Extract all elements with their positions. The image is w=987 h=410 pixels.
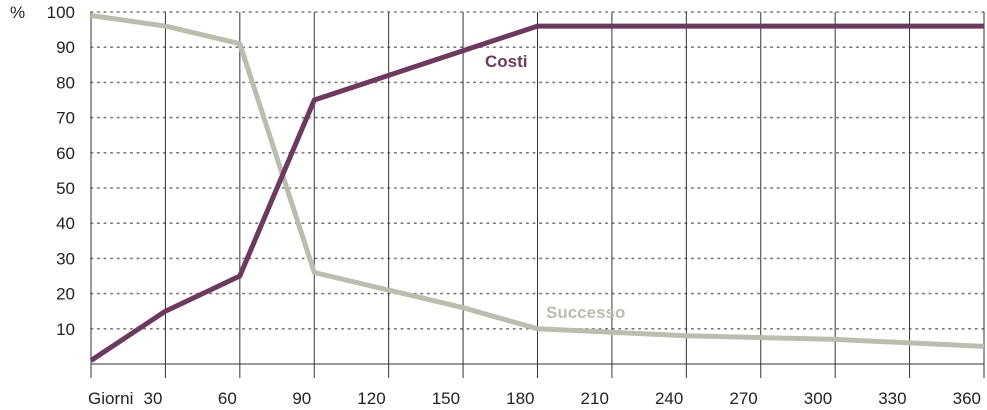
series-line-successo <box>90 13 985 349</box>
x-prefix-label: Giorni <box>88 389 133 408</box>
y-tick-label: 70 <box>56 109 75 128</box>
x-gridlines <box>90 12 985 378</box>
y-tick-label: 40 <box>56 214 75 233</box>
x-tick-label: 240 <box>655 389 683 408</box>
x-tick-label: 60 <box>218 389 237 408</box>
x-tick-label: 90 <box>292 389 311 408</box>
y-tick-label: 30 <box>56 249 75 268</box>
y-tick-label: 20 <box>56 285 75 304</box>
y-tick-label: 80 <box>56 73 75 92</box>
x-tick-label: 360 <box>953 389 981 408</box>
y-tick-label: 50 <box>56 179 75 198</box>
y-tick-label: 90 <box>56 38 75 57</box>
x-tick-label: 150 <box>432 389 460 408</box>
y-tick-labels: 10 20 30 40 50 60 70 80 90 100 <box>47 3 75 339</box>
x-tick-label: 300 <box>804 389 832 408</box>
x-tick-labels: 30 60 90 120 150 180 210 240 270 300 330 360 <box>143 389 981 408</box>
y-tick-label: 60 <box>56 144 75 163</box>
series-layer <box>89 13 985 363</box>
series-label-successo: Successo <box>546 303 625 322</box>
series-line-costi <box>89 23 984 363</box>
y-unit-label: % <box>10 3 25 22</box>
x-tick-label: 30 <box>143 389 162 408</box>
series-label-costi: Costi <box>485 52 528 71</box>
x-tick-label: 210 <box>581 389 609 408</box>
x-tick-label: 120 <box>357 389 385 408</box>
x-tick-label: 270 <box>729 389 757 408</box>
x-tick-label: 180 <box>506 389 534 408</box>
series-labels: Costi Successo <box>485 52 625 322</box>
y-tick-label: 100 <box>47 3 75 22</box>
y-tick-label: 10 <box>56 320 75 339</box>
x-tick-label: 330 <box>878 389 906 408</box>
